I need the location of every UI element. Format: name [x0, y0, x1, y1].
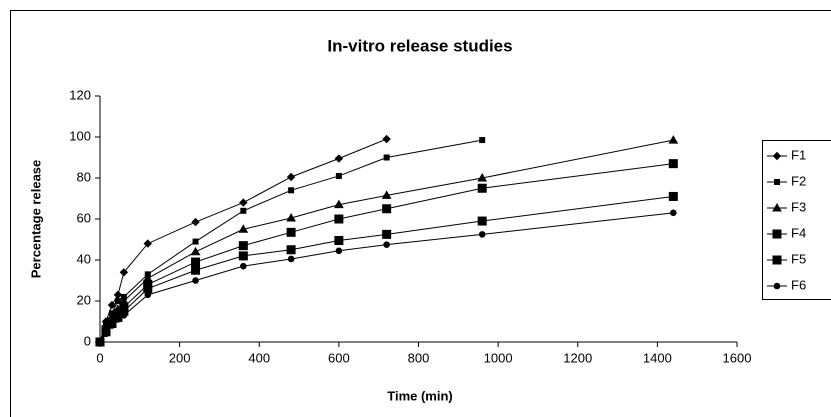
marker	[119, 268, 129, 277]
marker	[286, 245, 296, 255]
marker	[478, 231, 486, 238]
y-tick-label: 60	[77, 210, 91, 225]
marker	[238, 224, 249, 233]
chart-frame	[10, 10, 831, 417]
x-tick-label: 200	[169, 350, 191, 365]
marker	[143, 284, 153, 294]
marker	[143, 239, 152, 248]
marker	[144, 291, 152, 299]
x-tick-label: 0	[96, 350, 103, 365]
legend-marker	[772, 255, 782, 265]
marker	[668, 135, 679, 144]
legend-label: F3	[791, 199, 806, 214]
marker	[335, 172, 342, 179]
legend-label: F5	[791, 251, 806, 266]
marker	[334, 199, 344, 209]
marker	[191, 265, 201, 275]
marker	[114, 316, 122, 323]
marker	[238, 241, 248, 251]
x-tick-label: 600	[328, 350, 350, 365]
marker	[114, 298, 121, 304]
marker	[334, 214, 344, 224]
marker	[96, 338, 104, 346]
marker	[191, 217, 200, 227]
marker	[240, 262, 247, 270]
marker	[190, 246, 201, 256]
marker	[668, 159, 678, 169]
y-tick-label: 20	[77, 292, 91, 307]
x-tick-label: 400	[248, 350, 270, 365]
x-tick-label: 1000	[484, 350, 513, 365]
marker	[477, 216, 487, 226]
marker	[479, 137, 486, 144]
legend-marker	[772, 229, 782, 239]
marker	[239, 198, 248, 207]
marker	[477, 183, 487, 193]
marker	[120, 312, 128, 319]
marker	[334, 236, 344, 246]
marker	[286, 227, 296, 237]
legend-label: F1	[791, 147, 806, 162]
marker	[102, 330, 110, 338]
y-axis-title: Percentage release	[28, 160, 43, 279]
legend-marker	[774, 179, 780, 185]
marker	[238, 251, 248, 261]
marker	[668, 191, 678, 201]
x-tick-label: 800	[408, 350, 430, 365]
marker	[334, 154, 344, 163]
y-tick-label: 100	[69, 128, 91, 143]
marker	[191, 257, 201, 267]
legend-marker	[773, 282, 781, 290]
marker	[107, 300, 117, 310]
marker	[108, 322, 116, 329]
marker	[192, 238, 199, 245]
y-tick-label: 40	[77, 251, 91, 266]
y-tick-label: 80	[77, 169, 91, 184]
x-tick-label: 1400	[643, 350, 672, 365]
marker	[240, 207, 247, 214]
legend-label: F4	[791, 225, 806, 240]
marker	[670, 209, 677, 217]
marker	[192, 277, 199, 284]
marker	[286, 172, 296, 182]
y-tick-label: 120	[69, 87, 91, 102]
x-tick-label: 1600	[723, 350, 752, 365]
marker	[335, 247, 343, 255]
marker	[382, 134, 391, 144]
marker	[287, 255, 295, 263]
marker	[382, 204, 392, 214]
x-tick-label: 1200	[563, 350, 592, 365]
legend-marker	[772, 151, 782, 161]
y-tick-label: 0	[84, 333, 91, 348]
marker	[288, 187, 295, 194]
marker	[383, 241, 390, 248]
marker	[381, 190, 392, 199]
x-axis-title: Time (min)	[387, 388, 453, 403]
legend-label: F6	[791, 277, 806, 292]
legend-box	[762, 140, 831, 300]
legend-marker	[772, 202, 782, 212]
marker	[383, 154, 390, 161]
marker	[286, 212, 296, 222]
chart-title: In-vitro release studies	[327, 36, 512, 55]
marker	[382, 229, 392, 239]
marker	[477, 172, 488, 182]
legend-label: F2	[791, 173, 806, 188]
